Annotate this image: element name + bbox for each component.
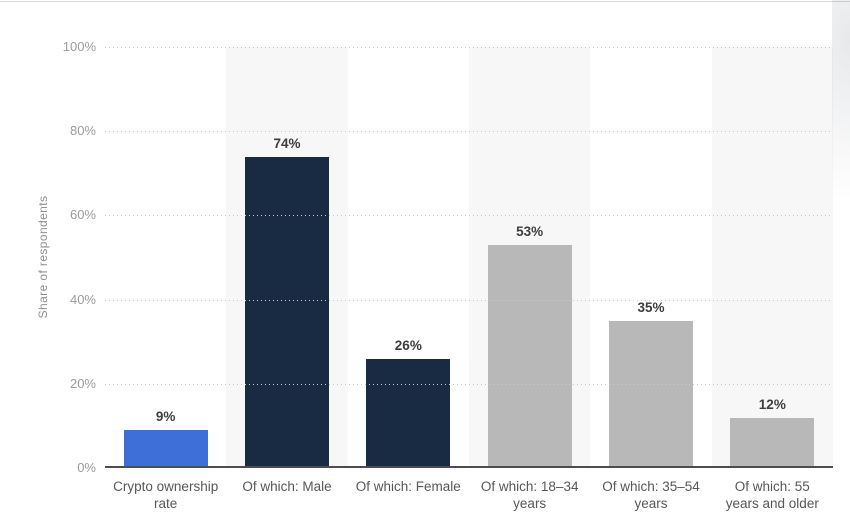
category-label-male: Of which: Male <box>242 479 332 494</box>
top-divider <box>0 1 850 2</box>
y-tick-80: 80% <box>69 123 96 138</box>
gridline-100 <box>105 47 833 48</box>
value-label: 74% <box>273 135 301 151</box>
column-18-34: 53% <box>469 47 591 468</box>
y-tick-60: 60% <box>69 207 96 222</box>
category-label-18-34: Of which: 18–34 years <box>480 479 579 511</box>
value-label: 9% <box>155 409 176 425</box>
category-label-55-older: Of which: 55 years and older <box>725 479 819 511</box>
column-55-older: 12% <box>711 47 833 468</box>
y-tick-40: 40% <box>69 292 96 307</box>
column-35-54: 35% <box>590 47 711 468</box>
plot-area: 9% 74% 26% 53% 35% 12% <box>105 47 833 468</box>
bar-crypto-ownership[interactable] <box>123 430 208 468</box>
category-label-35-54: Of which: 35–54 years <box>602 479 700 511</box>
value-label: 35% <box>637 299 665 315</box>
column-female: 26% <box>348 47 469 468</box>
bar-35-54[interactable] <box>608 320 693 468</box>
gridline-40 <box>105 299 833 301</box>
gridline-80 <box>105 131 833 133</box>
bar-18-34[interactable] <box>487 244 572 468</box>
y-tick-0: 0% <box>77 460 96 475</box>
gridline-20 <box>105 383 833 385</box>
category-label-female: Of which: Female <box>355 479 461 494</box>
value-label: 26% <box>394 337 422 353</box>
value-label: 53% <box>516 223 544 239</box>
category-label-crypto-ownership: Crypto ownership rate <box>113 479 219 511</box>
bar-55-older[interactable] <box>730 417 815 468</box>
y-tick-100: 100% <box>62 39 96 54</box>
bar-female[interactable] <box>366 358 451 468</box>
value-label: 12% <box>758 396 786 412</box>
y-tick-20: 20% <box>69 376 96 391</box>
page-edge-shadow <box>832 0 850 260</box>
x-axis-line <box>105 466 833 468</box>
column-crypto-ownership: 9% <box>105 47 226 468</box>
column-male: 74% <box>226 47 348 468</box>
bar-male[interactable] <box>244 156 329 468</box>
gridline-60 <box>105 215 833 217</box>
